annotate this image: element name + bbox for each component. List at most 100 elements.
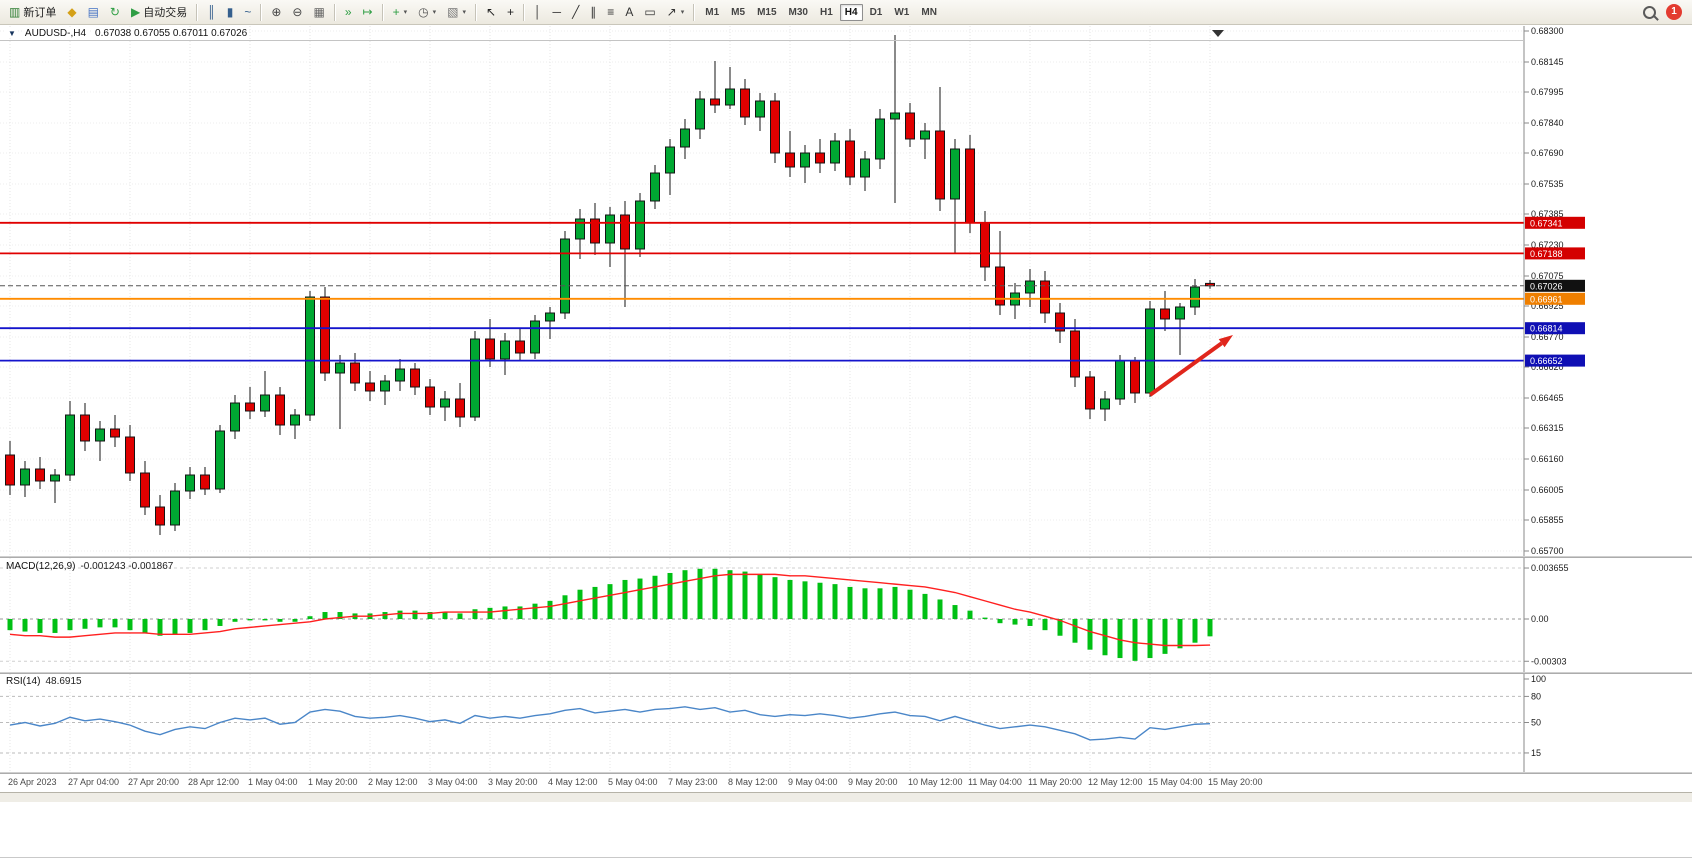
zoom-in-button[interactable]: ⊕: [266, 2, 286, 22]
arrows-button[interactable]: ↗ ▾: [662, 2, 690, 22]
indicators-button[interactable]: + ▾: [388, 2, 413, 22]
time-axis-label: 9 May 04:00: [788, 777, 838, 787]
time-axis-label: 15 May 04:00: [1148, 777, 1203, 787]
svg-text:0.67840: 0.67840: [1531, 118, 1564, 128]
crosshair-button[interactable]: +: [502, 2, 519, 22]
text-icon: A: [625, 5, 634, 19]
crosshair-icon: +: [507, 5, 515, 19]
window-bottom-frame: [0, 792, 1692, 802]
horizontal-line-button[interactable]: ─: [548, 2, 567, 22]
timeframe-d1[interactable]: D1: [865, 4, 888, 21]
autotrading-button[interactable]: ▶ 自动交易: [126, 2, 192, 22]
toolbar-separator: [381, 3, 384, 21]
search-icon[interactable]: [1643, 5, 1656, 19]
text-button[interactable]: A: [620, 2, 638, 22]
time-axis-label: 1 May 20:00: [308, 777, 358, 787]
timeframe-w1[interactable]: W1: [889, 4, 914, 21]
timeframe-m30[interactable]: M30: [784, 4, 813, 21]
channel-button[interactable]: ∥: [585, 2, 601, 22]
price-chart-canvas[interactable]: 0.68300 0.68145 0.67995 0.67840 0.67690 0.675…: [0, 26, 1692, 556]
toolbar-separator: [196, 3, 199, 21]
toolbar-separator: [523, 3, 526, 21]
periods-button[interactable]: ◷ ▾: [413, 2, 441, 22]
timeframe-h1[interactable]: H1: [815, 4, 838, 21]
notification-badge[interactable]: 1: [1666, 4, 1682, 20]
toolbar-separator: [693, 3, 696, 21]
svg-text:50: 50: [1531, 718, 1541, 728]
fibonacci-button[interactable]: ≡: [602, 2, 619, 22]
macd-chart-canvas[interactable]: 0.003655 0.00 -0.00303: [0, 558, 1692, 672]
price-chart-svg: 0.68300 0.68145 0.67995 0.67840 0.67690 0.675…: [0, 26, 1692, 556]
refresh-button[interactable]: ↻: [105, 2, 125, 22]
panel-splitter[interactable]: [0, 772, 1692, 774]
market-watch-button[interactable]: ◆: [62, 2, 81, 22]
chart-shift-button[interactable]: ↦: [358, 2, 378, 22]
zoom-out-button[interactable]: ⊖: [287, 2, 307, 22]
cursor-button[interactable]: ↖: [481, 2, 501, 22]
vertical-line-button[interactable]: │: [529, 2, 547, 22]
svg-text:0.66770: 0.66770: [1531, 332, 1564, 342]
svg-text:0.66814: 0.66814: [1530, 324, 1563, 334]
trendline-icon: ╱: [572, 5, 580, 19]
trendline-button[interactable]: ╱: [567, 2, 584, 22]
svg-text:0.67690: 0.67690: [1531, 148, 1564, 158]
candlestick-chart-button[interactable]: ▮: [222, 2, 239, 22]
svg-text:0.66465: 0.66465: [1531, 393, 1564, 403]
line-chart-icon: ~: [244, 5, 252, 19]
time-axis-label: 9 May 20:00: [848, 777, 898, 787]
time-axis-label: 27 Apr 04:00: [68, 777, 120, 787]
refresh-icon: ↻: [109, 5, 120, 19]
time-axis-label: 3 May 20:00: [488, 777, 538, 787]
timeframe-mn[interactable]: MN: [916, 4, 942, 21]
profiles-icon: ▤: [87, 5, 99, 19]
new-order-button-label: 新订单: [23, 7, 57, 19]
auto-scroll-icon: »: [344, 5, 352, 19]
toolbar-buttons: ▥ 新订单 ◆ ▤ ↻ ▶ 自动交易 ║ ▮ ~ ⊕ ⊖ ▦» ↦ + ▾ ◷ ▾ ▧ ▾ ↖ + │ ─ ╱ ∥ ≡ A ▭ ↗ ▾: [4, 2, 698, 22]
panel-splitter[interactable]: [0, 556, 1692, 558]
svg-text:0.67230: 0.67230: [1531, 240, 1564, 250]
panel-splitter[interactable]: [0, 672, 1692, 674]
svg-text:0.66652: 0.66652: [1530, 356, 1563, 366]
auto-scroll-button[interactable]: »: [340, 2, 357, 22]
timeframe-h4[interactable]: H4: [839, 3, 863, 21]
profiles-button[interactable]: ▤: [83, 2, 104, 22]
svg-text:0.66961: 0.66961: [1530, 294, 1563, 304]
indicators-icon: +: [392, 5, 400, 19]
label-button[interactable]: ▭: [639, 2, 660, 22]
market-watch-icon: ◆: [67, 5, 77, 19]
timeframe-m5[interactable]: M5: [726, 4, 750, 21]
time-axis-label: 11 May 04:00: [968, 777, 1022, 787]
svg-text:80: 80: [1531, 691, 1541, 701]
cursor-icon: ↖: [485, 5, 497, 19]
time-axis-label: 12 May 12:00: [1088, 777, 1143, 787]
label-icon: ▭: [644, 5, 656, 19]
new-order-button[interactable]: ▥ 新订单: [4, 2, 61, 22]
vertical-line-icon: │: [534, 5, 542, 19]
toolbar-separator: [474, 3, 477, 21]
time-axis-label: 28 Apr 12:00: [188, 777, 240, 787]
line-chart-button[interactable]: ~: [239, 2, 256, 22]
svg-text:0.00: 0.00: [1531, 614, 1549, 624]
svg-text:0.68145: 0.68145: [1531, 57, 1564, 67]
svg-text:15: 15: [1531, 748, 1541, 758]
clock-icon: ◷: [418, 5, 429, 19]
toolbar: ▥ 新订单 ◆ ▤ ↻ ▶ 自动交易 ║ ▮ ~ ⊕ ⊖ ▦» ↦ + ▾ ◷ ▾ ▧ ▾ ↖ + │ ─ ╱ ∥ ≡ A ▭ ↗ ▾ M1…: [0, 0, 1692, 25]
dropdown-caret-icon: ▾: [680, 9, 685, 16]
bar-chart-button[interactable]: ║: [202, 2, 221, 22]
time-axis-label: 1 May 04:00: [248, 777, 298, 787]
timeframe-m1[interactable]: M1: [700, 4, 724, 21]
rsi-chart-canvas[interactable]: 100 80 50 15: [0, 674, 1692, 772]
svg-text:0.67075: 0.67075: [1531, 271, 1564, 281]
svg-text:-0.00303: -0.00303: [1531, 656, 1567, 666]
svg-text:0.68300: 0.68300: [1531, 26, 1564, 36]
templates-button[interactable]: ▧ ▾: [442, 2, 471, 22]
toolbar-separator: [260, 3, 263, 21]
tile-windows-button[interactable]: ▦: [308, 2, 329, 22]
time-axis-label: 27 Apr 20:00: [128, 777, 180, 787]
svg-text:0.66620: 0.66620: [1531, 362, 1564, 372]
zoom-out-icon: ⊖: [292, 5, 303, 19]
svg-text:0.67385: 0.67385: [1531, 209, 1564, 219]
timeframe-m15[interactable]: M15: [752, 4, 781, 21]
svg-text:0.003655: 0.003655: [1531, 563, 1569, 573]
